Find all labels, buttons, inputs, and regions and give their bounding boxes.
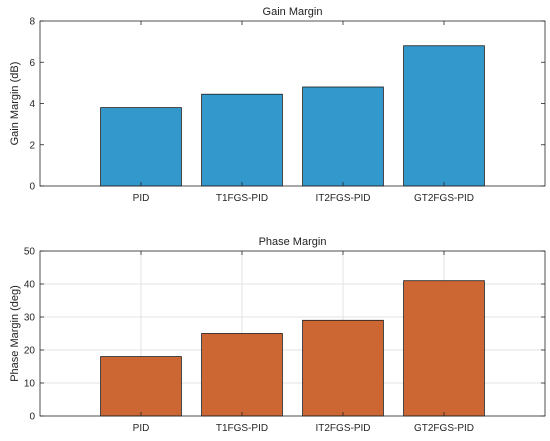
chart-title: Phase Margin <box>259 236 327 248</box>
subplot-1: 0 2 4 6 8 PID T1FGS-PID IT2FGS-PID GT2FGS-PID Gai… <box>9 6 546 204</box>
y-tick-label: 50 <box>24 247 36 258</box>
y-tick-label: 6 <box>29 58 35 69</box>
bar-t1fgs-pid <box>201 333 283 417</box>
x-tick-label: T1FGS-PID <box>216 193 268 204</box>
x-tick-label: T1FGS-PID <box>216 423 268 434</box>
axes-box <box>39 250 546 417</box>
bar-t1fgs-pid <box>201 93 283 187</box>
bar-pid <box>100 356 182 417</box>
bar-it2fgs-pid <box>302 319 384 417</box>
y-axis-label: Gain Margin (dB) <box>9 62 21 146</box>
x-tick-label: GT2FGS-PID <box>414 423 474 434</box>
y-axis-label: Phase Margin (deg) <box>9 285 21 382</box>
y-tick-label: 40 <box>24 280 36 291</box>
y-tick-label: 10 <box>24 379 36 390</box>
y-tick-label: 2 <box>29 140 35 151</box>
y-tick-label: 30 <box>24 313 36 324</box>
chart-title: Gain Margin <box>263 6 323 18</box>
y-tick-label: 20 <box>24 346 36 357</box>
y-tick-label: 4 <box>29 99 35 110</box>
bar-it2fgs-pid <box>302 86 384 187</box>
x-tick-label: IT2FGS-PID <box>315 193 370 204</box>
bar-gt2fgs-pid <box>403 280 485 417</box>
subplot-2: 0 10 20 30 40 50 PID T1FGS-PID IT2FGS-PID GT2FGS-… <box>9 236 546 434</box>
bar-gt2fgs-pid <box>403 45 485 187</box>
x-tick-label: IT2FGS-PID <box>315 423 370 434</box>
y-tick-label: 0 <box>29 182 35 193</box>
y-tick-label: 0 <box>29 412 35 423</box>
x-tick-label: GT2FGS-PID <box>414 193 474 204</box>
x-tick-label: PID <box>133 423 150 434</box>
x-tick-label: PID <box>133 193 150 204</box>
bar-pid <box>100 107 182 187</box>
y-tick-label: 8 <box>29 17 35 28</box>
